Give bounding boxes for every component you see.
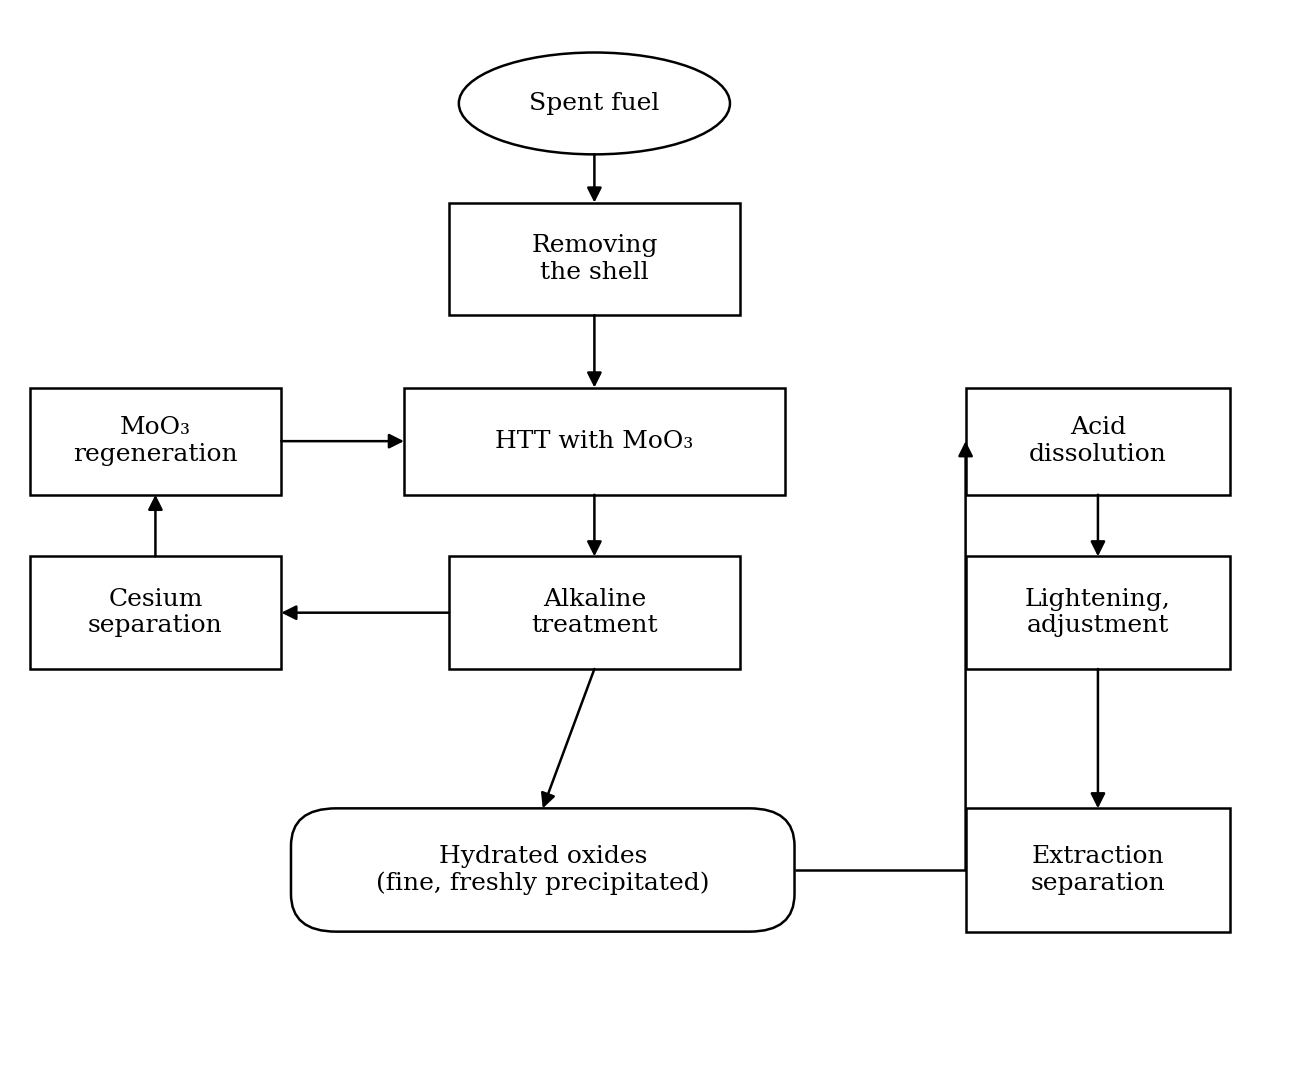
- Text: Cesium
separation: Cesium separation: [87, 588, 223, 637]
- Bar: [966, 388, 1231, 495]
- Bar: [30, 388, 282, 495]
- Text: Alkaline
treatment: Alkaline treatment: [531, 588, 658, 637]
- Bar: [449, 203, 740, 315]
- Text: Removing
the shell: Removing the shell: [531, 235, 658, 283]
- Text: MoO₃
regeneration: MoO₃ regeneration: [73, 416, 238, 466]
- Bar: [966, 808, 1231, 932]
- Text: Acid
dissolution: Acid dissolution: [1030, 416, 1167, 466]
- Text: Hydrated oxides
(fine, freshly precipitated): Hydrated oxides (fine, freshly precipita…: [376, 845, 710, 895]
- Bar: [30, 556, 282, 669]
- Text: HTT with MoO₃: HTT with MoO₃: [496, 430, 693, 453]
- Text: Extraction
separation: Extraction separation: [1031, 845, 1165, 895]
- Bar: [449, 556, 740, 669]
- Text: Lightening,
adjustment: Lightening, adjustment: [1024, 588, 1171, 637]
- Bar: [966, 556, 1231, 669]
- Text: Spent fuel: Spent fuel: [530, 92, 659, 115]
- Bar: [405, 388, 784, 495]
